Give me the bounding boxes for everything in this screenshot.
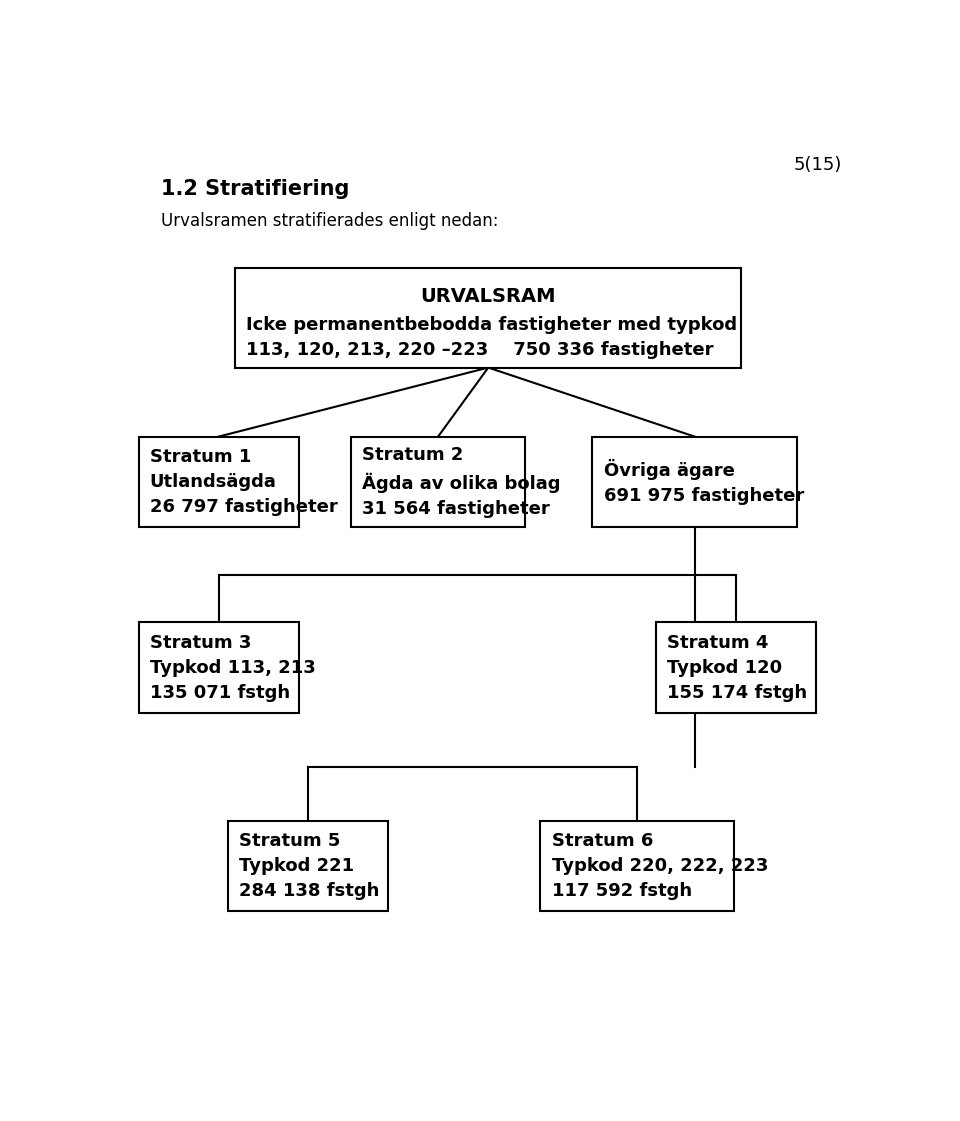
FancyBboxPatch shape: [138, 622, 299, 713]
FancyBboxPatch shape: [228, 821, 388, 911]
Text: Stratum 3
Typkod 113, 213
135 071 fstgh: Stratum 3 Typkod 113, 213 135 071 fstgh: [150, 633, 316, 702]
FancyBboxPatch shape: [138, 436, 299, 527]
Text: Stratum 4
Typkod 120
155 174 fstgh: Stratum 4 Typkod 120 155 174 fstgh: [667, 633, 807, 702]
Text: Stratum 1
Utlandsägda
26 797 fastigheter: Stratum 1 Utlandsägda 26 797 fastigheter: [150, 448, 338, 516]
Text: URVALSRAM: URVALSRAM: [420, 287, 556, 306]
FancyBboxPatch shape: [350, 436, 525, 527]
Text: Övriga ägare
691 975 fastigheter: Övriga ägare 691 975 fastigheter: [604, 458, 804, 504]
Text: Stratum 5
Typkod 221
284 138 fstgh: Stratum 5 Typkod 221 284 138 fstgh: [239, 832, 379, 900]
FancyBboxPatch shape: [540, 821, 733, 911]
Text: 1.2 Stratifiering: 1.2 Stratifiering: [161, 179, 349, 200]
Text: Stratum 6
Typkod 220, 222, 223
117 592 fstgh: Stratum 6 Typkod 220, 222, 223 117 592 f…: [551, 832, 768, 900]
Text: 5(15): 5(15): [793, 156, 842, 174]
FancyBboxPatch shape: [592, 436, 797, 527]
FancyBboxPatch shape: [656, 622, 816, 713]
Text: Icke permanentbebodda fastigheter med typkod
113, 120, 213, 220 –223    750 336 : Icke permanentbebodda fastigheter med ty…: [247, 316, 737, 360]
FancyBboxPatch shape: [235, 268, 741, 368]
Text: Urvalsramen stratifierades enligt nedan:: Urvalsramen stratifierades enligt nedan:: [161, 212, 498, 230]
Text: Stratum 2
Ägda av olika bolag
31 564 fastigheter: Stratum 2 Ägda av olika bolag 31 564 fas…: [362, 446, 561, 518]
